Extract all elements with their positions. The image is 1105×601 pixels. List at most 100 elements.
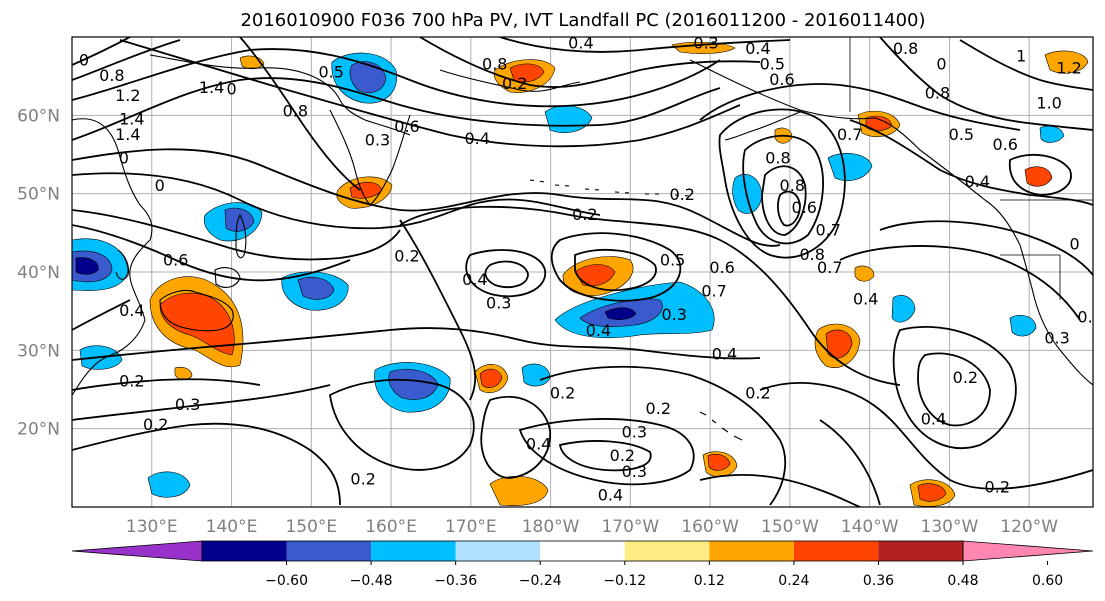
colorbar-tick-labels: −0.60 −0.48 −0.36 −0.24 −0.12 0.12 0.24 0.36 0.4…: [265, 561, 1063, 589]
contour-label: 1.4: [199, 78, 224, 97]
colorbar-tick-label: −0.36: [434, 573, 477, 589]
negative-anomaly-area: [1009, 315, 1037, 337]
pv-contour: [777, 190, 801, 227]
colorbar-segment: [709, 541, 794, 561]
contour-label: 0.5: [760, 54, 785, 73]
coastline-okhotsk: [149, 54, 411, 136]
positive-anomaly-area: [854, 265, 875, 282]
contour-label: 0.2: [953, 368, 978, 387]
pv-contour: [499, 37, 791, 53]
colorbar-segment: [455, 541, 541, 561]
pv-contour: [119, 39, 741, 148]
contour-label: 0.2: [394, 246, 419, 265]
contour-label: 0.2: [502, 74, 527, 93]
contour-label: 0.2: [143, 415, 168, 434]
pv-contour: [849, 119, 1093, 206]
colorbar-outline: [201, 540, 964, 562]
contour-label: 0.4: [745, 39, 770, 58]
canada-border: [849, 37, 1093, 300]
pv-contour: [558, 440, 652, 472]
contour-label: 0.3: [662, 305, 687, 324]
contour-label: 0.5: [949, 125, 974, 144]
contour-label: 0.8: [99, 66, 124, 85]
negative-anomaly-area: [891, 295, 916, 323]
contour-label: 0.4: [598, 485, 623, 504]
pv-contour: [419, 37, 761, 88]
pv-contour: [550, 232, 682, 302]
hawaii-islands: [699, 411, 743, 441]
negative-anomaly-area: [349, 61, 387, 93]
contour-label: 0.5: [660, 250, 685, 269]
contour-label: 0.3: [365, 130, 390, 149]
longitude-tick-labels: 130°E 140°E 150°E 160°E 170°E 180°W 170°W 160°W…: [126, 517, 1058, 537]
contour-label: 0.8: [283, 101, 308, 120]
pv-contour: [72, 172, 601, 230]
contour-label: 0.3: [622, 423, 647, 442]
contour-label: 0: [936, 54, 946, 73]
contour-label: 0.4: [526, 434, 551, 453]
pv-contour: [959, 39, 1093, 91]
latitude-tick-label: 30°N: [17, 341, 60, 361]
colorbar-segment: [371, 541, 456, 561]
pv-contour: [72, 224, 351, 282]
contour-label: 0.2: [745, 383, 770, 402]
contour-label: 0.2: [646, 399, 671, 418]
contour-label: 0: [119, 148, 129, 167]
contour-label: 0.7: [815, 220, 840, 239]
pv-contour: [399, 219, 477, 401]
coastline-sakhalin: [235, 213, 247, 259]
colorbar-tick-label: −0.24: [519, 573, 562, 589]
latitude-tick-label: 60°N: [17, 106, 60, 126]
colorbar-tick-label: 0.36: [863, 573, 894, 589]
longitude-tick-label: 130°W: [921, 517, 979, 537]
pv-contour: [72, 209, 401, 261]
colorbar-tick-label: −0.48: [350, 573, 393, 589]
positive-anomaly-area: [707, 453, 731, 471]
colorbar-tick-label: 0.60: [1032, 573, 1063, 589]
negative-anomaly-area: [521, 363, 551, 387]
pv-contour: [539, 365, 787, 506]
contour-label: 1.4: [115, 125, 140, 144]
contour-label: 0: [1070, 235, 1080, 254]
coastline-alaska: [689, 59, 1021, 246]
contour-label: 0.4: [464, 129, 489, 148]
colorbar-tick-label: 0.12: [694, 573, 725, 589]
pv-contour: [72, 384, 331, 421]
pv-contour: [699, 473, 861, 507]
contour-label: 0.6: [993, 135, 1018, 154]
positive-anomaly-area: [174, 366, 193, 380]
contour-label: 0.4: [965, 172, 990, 191]
longitude-tick-label: 180°W: [522, 517, 580, 537]
colorbar-segment: [878, 541, 963, 561]
pv-contour: [761, 165, 807, 236]
contour-label: 0.4: [119, 301, 144, 320]
colorbar-extend-min: [71, 540, 203, 562]
positive-anomaly-area: [917, 483, 947, 502]
pv-contour: [917, 352, 991, 427]
contour-label: 1.0: [1036, 94, 1061, 113]
pv-contour: [72, 422, 341, 506]
pv-contour: [239, 37, 361, 191]
longitude-tick-label: 120°W: [1000, 517, 1058, 537]
pv-contour: [892, 326, 1017, 449]
contour-label: 0.6: [163, 250, 188, 269]
contour-label: 0.4: [568, 33, 593, 52]
pv-contour: [699, 83, 1021, 131]
pv-contour: [484, 260, 529, 288]
longitude-tick-label: 150°E: [285, 517, 337, 537]
longitude-tick-label: 140°E: [206, 517, 258, 537]
colorbar-segment: [202, 541, 287, 561]
colorbar-segment: [624, 541, 710, 561]
contour-label: 0.6: [769, 70, 794, 89]
contour-labels: 00.81.21.41.401.4 00.80.50.30.60.40.80.20…: [79, 33, 1093, 504]
colorbar-segment: [793, 541, 879, 561]
pv-contour: [72, 148, 781, 247]
pv-contour: [879, 37, 1093, 131]
contour-label: 0.4: [712, 344, 737, 363]
contour-label: 1: [1016, 47, 1026, 66]
longitude-tick-label: 160°E: [365, 517, 417, 537]
colorbar: −0.60 −0.48 −0.36 −0.24 −0.12 0.12 0.24 0.36 0.4…: [71, 540, 1094, 589]
pv-contour: [839, 245, 1081, 321]
coastline-hokkaido: [214, 267, 241, 288]
